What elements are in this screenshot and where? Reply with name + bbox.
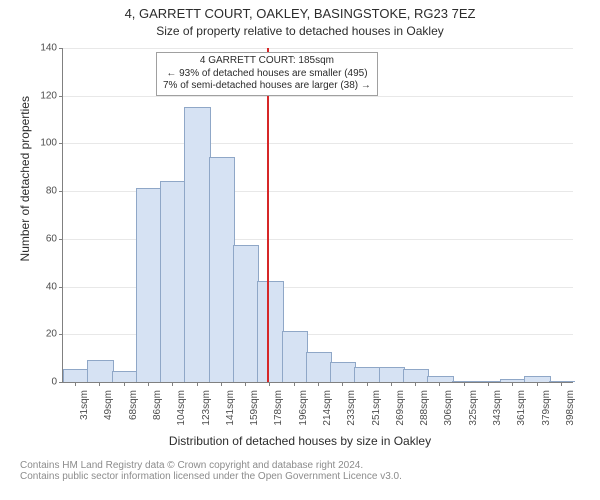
histogram-bar: [549, 381, 575, 382]
x-tick-label: 123sqm: [201, 386, 212, 440]
x-tick: [245, 382, 246, 386]
histogram-bar: [330, 362, 356, 382]
x-tick-label: 68sqm: [128, 386, 139, 440]
histogram-bar: [379, 367, 405, 382]
x-tick-label: 104sqm: [176, 386, 187, 440]
x-tick-label: 398sqm: [565, 386, 576, 440]
x-tick: [464, 382, 465, 386]
gridline: [63, 48, 573, 49]
footer-line-2: Contains public sector information licen…: [20, 471, 580, 482]
x-tick-label: 288sqm: [419, 386, 430, 440]
footer: Contains HM Land Registry data © Crown c…: [20, 460, 580, 482]
x-tick-label: 141sqm: [225, 386, 236, 440]
plot-area: 02040608010012014031sqm49sqm68sqm86sqm10…: [62, 48, 573, 383]
histogram-bar: [160, 181, 186, 382]
y-tick-label: 60: [46, 233, 63, 244]
x-tick-label: 379sqm: [541, 386, 552, 440]
x-tick: [269, 382, 270, 386]
x-tick-label: 361sqm: [516, 386, 527, 440]
x-tick-label: 269sqm: [395, 386, 406, 440]
x-tick-label: 233sqm: [346, 386, 357, 440]
annotation-line-2: ← 93% of detached houses are smaller (49…: [163, 68, 371, 81]
x-tick: [124, 382, 125, 386]
histogram-bar: [282, 331, 308, 382]
x-tick-label: 325sqm: [468, 386, 479, 440]
histogram-bar: [136, 188, 162, 382]
histogram-bar: [427, 376, 453, 382]
x-tick-label: 306sqm: [443, 386, 454, 440]
x-tick: [537, 382, 538, 386]
x-tick-label: 31sqm: [79, 386, 90, 440]
gridline: [63, 143, 573, 144]
x-tick: [148, 382, 149, 386]
x-tick: [391, 382, 392, 386]
histogram-bar: [500, 379, 526, 382]
histogram-bar: [306, 352, 332, 382]
x-tick-label: 214sqm: [322, 386, 333, 440]
histogram-bar: [112, 371, 138, 382]
y-tick-label: 120: [40, 90, 63, 101]
property-marker-line: [267, 48, 269, 382]
chart-title: 4, GARRETT COURT, OAKLEY, BASINGSTOKE, R…: [0, 6, 600, 21]
y-tick-label: 40: [46, 281, 63, 292]
x-tick: [342, 382, 343, 386]
x-tick-label: 49sqm: [103, 386, 114, 440]
annotation-line-1: 4 GARRETT COURT: 185sqm: [163, 55, 371, 68]
histogram-bar: [452, 381, 478, 382]
histogram-bar: [209, 157, 235, 382]
x-tick: [415, 382, 416, 386]
histogram-bar: [257, 281, 283, 382]
x-tick: [561, 382, 562, 386]
x-tick-label: 343sqm: [492, 386, 503, 440]
y-tick-label: 140: [40, 43, 63, 54]
x-tick-label: 178sqm: [273, 386, 284, 440]
histogram-bar: [354, 367, 380, 382]
gridline: [63, 96, 573, 97]
histogram-bar: [403, 369, 429, 382]
x-tick-label: 159sqm: [249, 386, 260, 440]
x-tick-label: 196sqm: [298, 386, 309, 440]
x-tick: [439, 382, 440, 386]
y-tick-label: 100: [40, 138, 63, 149]
histogram-bar: [63, 369, 89, 382]
x-tick: [197, 382, 198, 386]
chart-subtitle: Size of property relative to detached ho…: [0, 24, 600, 38]
x-tick-label: 251sqm: [371, 386, 382, 440]
x-tick: [221, 382, 222, 386]
histogram-bar: [524, 376, 550, 382]
footer-line-1: Contains HM Land Registry data © Crown c…: [20, 460, 580, 471]
x-tick: [367, 382, 368, 386]
x-tick-label: 86sqm: [152, 386, 163, 440]
y-tick-label: 0: [51, 377, 63, 388]
histogram-bar: [233, 245, 259, 382]
x-tick: [99, 382, 100, 386]
x-tick: [172, 382, 173, 386]
x-axis-label: Distribution of detached houses by size …: [0, 434, 600, 448]
x-tick: [488, 382, 489, 386]
y-axis-label: Number of detached properties: [18, 48, 32, 309]
histogram-bar: [87, 360, 113, 382]
x-tick: [294, 382, 295, 386]
y-tick-label: 20: [46, 329, 63, 340]
x-tick: [512, 382, 513, 386]
annotation-box: 4 GARRETT COURT: 185sqm← 93% of detached…: [156, 52, 378, 96]
y-tick-label: 80: [46, 186, 63, 197]
histogram-bar: [184, 107, 210, 382]
x-tick: [318, 382, 319, 386]
x-tick: [75, 382, 76, 386]
annotation-line-3: 7% of semi-detached houses are larger (3…: [163, 80, 371, 93]
